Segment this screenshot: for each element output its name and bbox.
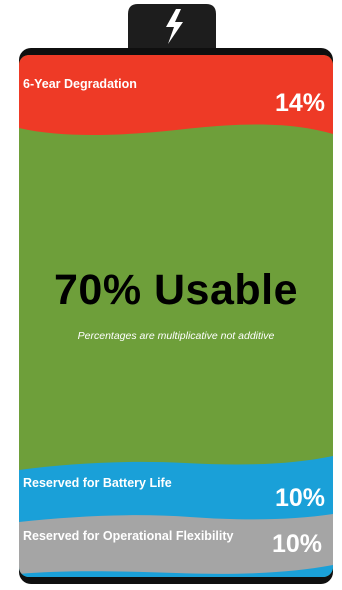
- operational-flexibility-label: Reserved for Operational Flexibility: [23, 529, 234, 543]
- degradation-label: 6-Year Degradation: [23, 77, 137, 91]
- usable-label: 70% Usable: [53, 266, 299, 314]
- usable-note: Percentages are multiplicative not addit…: [77, 330, 275, 342]
- operational-flexibility-segment: [19, 514, 333, 574]
- battery-cap: [128, 4, 216, 57]
- degradation-segment: [19, 55, 333, 135]
- lightning-bolt-icon: [166, 9, 183, 44]
- operational-flexibility-percent: 10%: [272, 530, 323, 558]
- battery-life-percent: 10%: [275, 484, 326, 512]
- degradation-percent: 14%: [275, 89, 326, 117]
- battery-life-label: Reserved for Battery Life: [23, 476, 172, 490]
